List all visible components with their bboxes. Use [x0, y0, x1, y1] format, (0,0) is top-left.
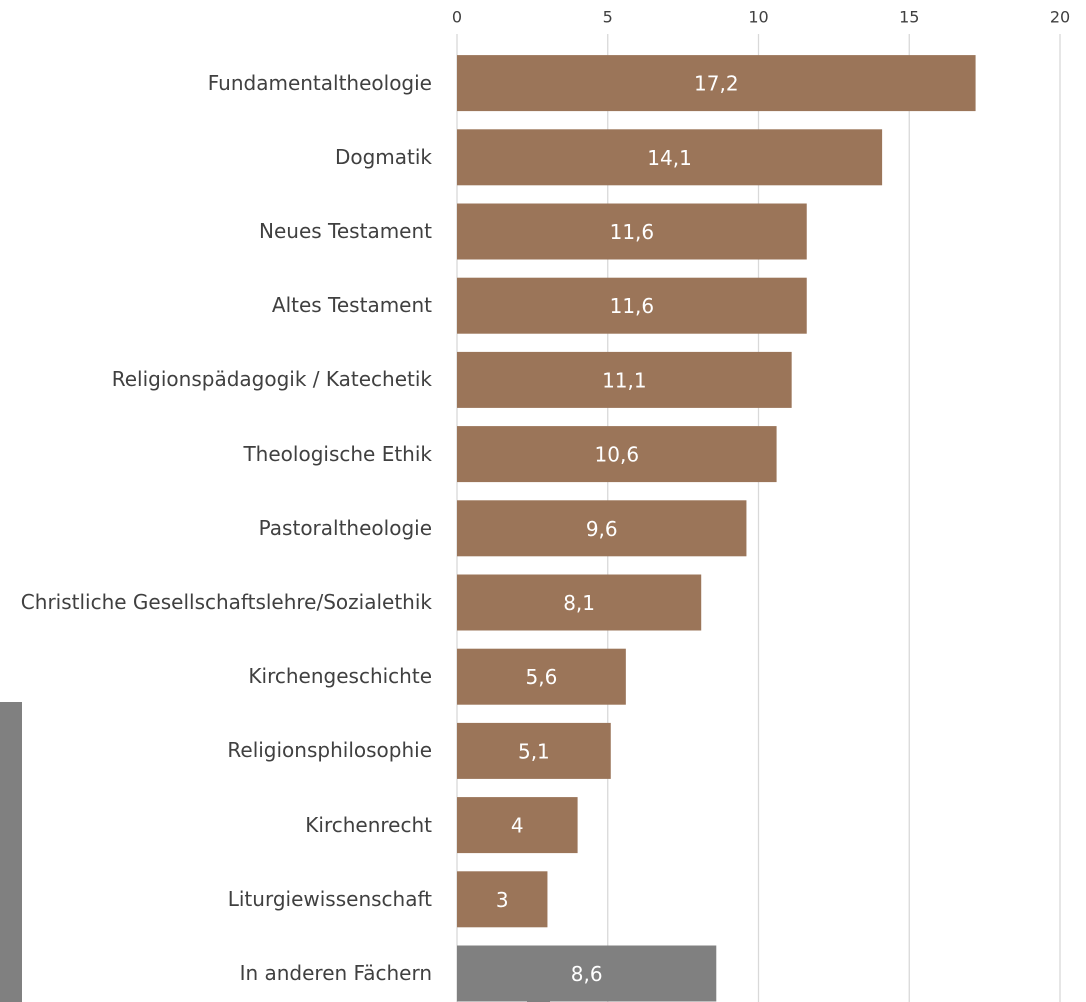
data-label: 10,6	[595, 443, 640, 467]
artifact	[0, 702, 22, 1002]
data-label: 5,1	[518, 739, 550, 763]
y-tick-label: Religionsphilosophie	[227, 738, 432, 763]
data-label: 17,2	[694, 72, 739, 96]
x-tick-label: 5	[603, 8, 613, 27]
data-label: 11,1	[602, 368, 647, 392]
bar	[457, 648, 626, 705]
y-tick-label: Fundamentaltheologie	[207, 70, 432, 95]
bar	[457, 129, 883, 186]
y-tick-label: Altes Testament	[271, 293, 432, 318]
y-tick-label: Pastoraltheologie	[258, 515, 432, 540]
data-label: 8,1	[563, 591, 595, 615]
data-label: 3	[496, 888, 509, 912]
data-label: 14,1	[647, 146, 692, 170]
y-tick-label: Kirchenrecht	[305, 812, 432, 837]
x-tick-label: 20	[1050, 8, 1070, 27]
data-label: 8,6	[571, 962, 603, 986]
bar	[457, 722, 611, 779]
bar	[457, 351, 792, 408]
data-label: 11,6	[610, 220, 655, 244]
y-tick-label: Kirchengeschichte	[248, 664, 432, 689]
bar	[457, 797, 578, 854]
y-tick-label: Liturgiewissenschaft	[227, 886, 432, 911]
bar	[457, 500, 747, 557]
data-label: 5,6	[526, 665, 558, 689]
bar	[457, 426, 777, 483]
bar	[457, 945, 717, 1002]
x-tick-label: 0	[452, 8, 462, 27]
y-tick-label: Religionspädagogik / Katechetik	[111, 367, 432, 392]
data-label: 4	[511, 814, 524, 838]
bar	[457, 277, 807, 334]
data-label: 11,6	[610, 294, 655, 318]
x-tick-label: 15	[899, 8, 919, 27]
y-tick-label: Theologische Ethik	[243, 441, 432, 466]
x-tick-label: 10	[748, 8, 768, 27]
y-tick-label: Dogmatik	[334, 144, 432, 169]
bar	[457, 55, 976, 112]
bar	[457, 871, 548, 928]
y-tick-label: Neues Testament	[259, 219, 432, 243]
bar	[457, 574, 702, 631]
bar	[457, 203, 807, 260]
data-label: 9,6	[586, 517, 618, 541]
y-tick-label: In anderen Fächern	[239, 961, 432, 985]
y-tick-label: Christliche Gesellschaftslehre/Sozialeth…	[20, 590, 432, 614]
